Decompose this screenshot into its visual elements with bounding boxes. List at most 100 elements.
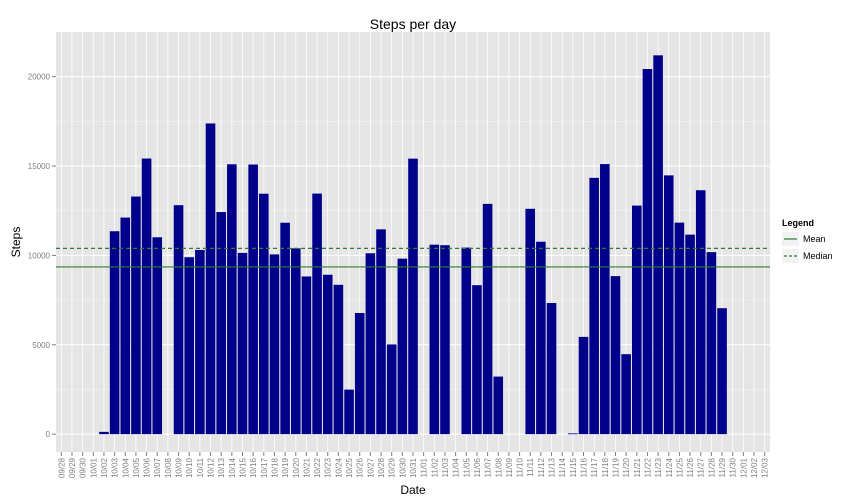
x-tick-label: 11/14 (558, 457, 567, 477)
x-tick-label: 11/27 (697, 457, 706, 477)
x-tick-label: 10/31 (409, 457, 418, 478)
bar (429, 244, 440, 435)
x-tick-label: 10/24 (334, 457, 343, 478)
bar (120, 217, 131, 435)
bar (344, 389, 354, 435)
x-tick-label: 11/24 (665, 457, 674, 477)
bar (578, 336, 589, 435)
x-tick-label: 11/10 (516, 457, 525, 477)
x-tick-label: 10/11 (196, 457, 205, 477)
bar (493, 376, 504, 435)
x-tick-label: 10/06 (143, 457, 152, 478)
bar (472, 285, 482, 435)
x-tick-label: 10/10 (185, 457, 194, 478)
x-tick-label: 10/13 (217, 457, 226, 478)
x-tick-label: 10/12 (207, 457, 216, 478)
bar (173, 205, 184, 435)
y-axis-label: Steps (9, 227, 23, 258)
x-tick-label: 11/16 (580, 457, 589, 477)
chart-title: Steps per day (370, 16, 456, 32)
x-tick-label: 10/27 (366, 457, 375, 478)
x-tick-label: 11/18 (601, 457, 610, 477)
bar (354, 312, 365, 435)
bar (589, 177, 599, 435)
bar (312, 193, 322, 435)
x-tick-label: 10/25 (345, 457, 354, 478)
x-tick-label: 09/29 (68, 457, 77, 478)
x-tick-label: 11/03 (441, 457, 450, 477)
x-tick-label: 10/30 (398, 457, 407, 478)
x-axis-label: Date (400, 483, 426, 497)
y-tick-label: 15000 (28, 162, 51, 171)
bar (674, 222, 685, 435)
bar (717, 308, 727, 435)
x-tick-label: 11/02 (430, 457, 439, 477)
x-tick-label: 11/11 (526, 457, 535, 476)
bar (237, 252, 248, 435)
bar (536, 241, 546, 435)
bar (695, 190, 706, 435)
bar (227, 164, 237, 435)
x-tick-label: 10/04 (121, 457, 130, 478)
bar (408, 158, 418, 435)
x-tick-label: 10/19 (281, 457, 290, 478)
bar (482, 203, 493, 435)
x-tick-label: 11/20 (622, 457, 631, 477)
x-tick-label: 11/05 (462, 457, 471, 477)
x-tick-label: 10/15 (238, 457, 247, 478)
bar (365, 253, 376, 435)
legend-title: Legend (782, 218, 814, 228)
bar (663, 175, 674, 435)
bar (610, 276, 621, 435)
x-tick-label: 10/14 (228, 457, 237, 478)
bar (642, 69, 653, 435)
x-tick-label: 10/07 (153, 457, 162, 478)
x-tick-label: 11/08 (494, 457, 503, 477)
x-tick-label: 12/03 (761, 457, 770, 478)
bar (259, 193, 269, 435)
bar (525, 208, 536, 435)
bar (216, 212, 226, 435)
bar (621, 354, 631, 435)
x-tick-label: 10/16 (249, 457, 258, 478)
x-tick-label: 11/19 (611, 457, 620, 477)
x-axis: 09/28 09/29 09/30 10/01 10/02 10/03 10/04 10/05… (57, 452, 770, 478)
bar (184, 257, 195, 435)
legend: Legend Mean Median (782, 218, 833, 263)
bar (568, 433, 578, 435)
bar (205, 123, 216, 435)
x-tick-label: 11/21 (633, 457, 642, 477)
bar (685, 234, 695, 435)
y-tick-label: 20000 (28, 73, 51, 82)
bar (99, 431, 109, 435)
bar (195, 249, 205, 435)
bar (706, 252, 717, 435)
bar (280, 222, 290, 435)
x-tick-label: 10/28 (377, 457, 386, 478)
bar (290, 248, 301, 435)
x-tick-label: 11/25 (675, 457, 684, 477)
bar (376, 229, 386, 435)
x-tick-label: 11/01 (420, 457, 429, 477)
x-tick-label: 10/21 (302, 457, 311, 478)
bar (131, 196, 141, 435)
bar (397, 258, 408, 435)
bar (386, 344, 397, 435)
y-tick-label: 0 (46, 430, 51, 439)
x-tick-label: 11/30 (729, 457, 738, 477)
bar (333, 284, 344, 435)
x-tick-label: 09/30 (79, 457, 88, 478)
x-tick-label: 11/09 (505, 457, 514, 477)
x-tick-label: 10/01 (89, 457, 98, 478)
legend-label-median: Median (803, 251, 833, 261)
x-tick-label: 10/23 (324, 457, 333, 478)
bar (631, 205, 642, 435)
x-tick-label: 11/13 (548, 457, 557, 477)
x-tick-label: 11/17 (590, 457, 599, 477)
bars (99, 55, 727, 435)
x-tick-label: 10/18 (270, 457, 279, 478)
x-tick-label: 10/17 (260, 457, 269, 478)
bar (301, 276, 312, 435)
